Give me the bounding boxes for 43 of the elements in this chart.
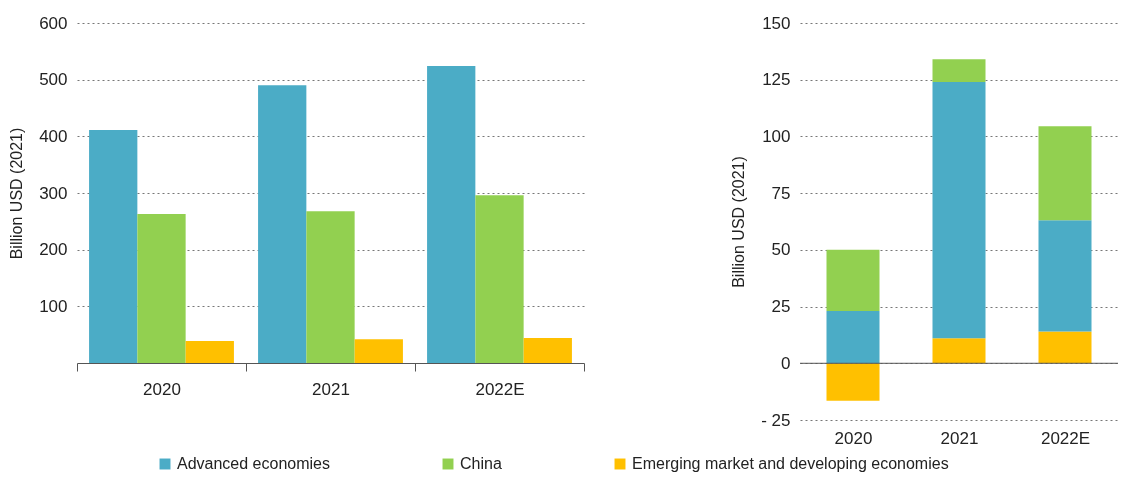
y-tick-label: 75 <box>771 183 791 203</box>
bar <box>306 211 355 363</box>
bar <box>185 340 234 363</box>
bar <box>258 85 307 363</box>
bar <box>826 311 880 364</box>
bar <box>89 130 138 363</box>
y-tick-label: 150 <box>762 13 791 33</box>
y-axis-title: Billion USD (2021) <box>8 127 26 260</box>
legend-label: China <box>460 455 502 472</box>
bar <box>932 338 986 364</box>
x-tick-label: 2020 <box>834 428 873 448</box>
y-axis-title: Billion USD (2021) <box>730 156 748 288</box>
bar <box>1038 331 1092 364</box>
legend-label: Advanced economies <box>177 455 330 472</box>
bar <box>475 195 524 363</box>
y-tick-label: 400 <box>39 126 68 146</box>
legend-label: Emerging market and developing economies <box>632 455 949 472</box>
y-tick-label: 500 <box>39 70 68 90</box>
y-tick-label: 25 <box>771 297 791 317</box>
x-tick-label: 2021 <box>312 379 350 399</box>
bar <box>137 213 186 363</box>
bar <box>826 363 880 401</box>
bar <box>932 81 986 339</box>
y-tick-label: 100 <box>762 126 791 146</box>
y-tick-label: 125 <box>762 70 791 90</box>
bar <box>1038 220 1092 332</box>
x-tick-label: 2022E <box>1040 428 1091 448</box>
y-tick-label: 0 <box>781 353 791 373</box>
y-tick-label: 600 <box>39 13 68 33</box>
y-tick-label: 50 <box>771 240 791 260</box>
x-tick-label: 2022E <box>475 379 525 399</box>
bar <box>427 66 476 363</box>
y-tick-label: 100 <box>39 296 68 316</box>
x-tick-label: 2021 <box>940 428 979 448</box>
y-tick-label: 200 <box>39 240 68 260</box>
bar <box>932 59 986 82</box>
bar <box>523 338 572 363</box>
bar <box>1038 126 1092 221</box>
y-tick-label: 300 <box>39 183 68 203</box>
bar <box>826 249 880 312</box>
x-tick-label: 2020 <box>143 379 181 399</box>
y-tick-label: - 25 <box>761 410 791 430</box>
bar <box>354 339 403 363</box>
